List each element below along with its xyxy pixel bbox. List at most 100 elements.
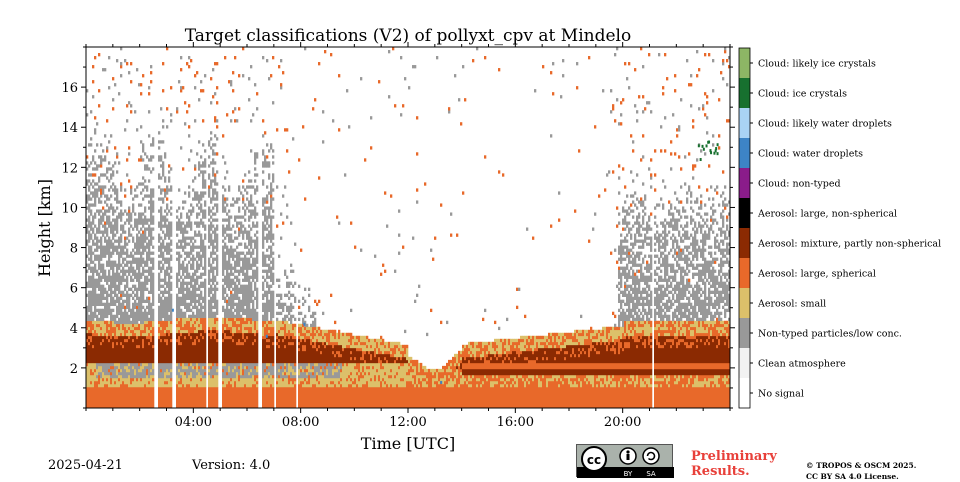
data-cell xyxy=(504,344,507,349)
data-cell xyxy=(632,215,635,219)
data-cell xyxy=(692,335,695,340)
data-cell xyxy=(382,365,385,370)
data-cell xyxy=(354,359,357,364)
data-cell xyxy=(178,371,181,379)
data-cell xyxy=(442,383,445,408)
data-cell xyxy=(248,77,251,81)
data-cell xyxy=(674,236,677,243)
data-cell xyxy=(208,287,211,297)
data-cell xyxy=(266,269,269,279)
data-cell xyxy=(180,212,183,219)
data-cell xyxy=(708,368,711,376)
data-cell xyxy=(684,182,687,186)
data-cell xyxy=(204,158,207,168)
data-cell xyxy=(700,362,703,370)
data-cell xyxy=(688,377,691,385)
data-cell xyxy=(714,275,717,297)
data-cell xyxy=(576,383,579,388)
data-cell xyxy=(92,386,95,408)
data-cell xyxy=(134,332,137,337)
data-cell xyxy=(234,326,237,334)
data-cell xyxy=(522,350,525,364)
data-cell xyxy=(86,269,89,273)
data-cell xyxy=(342,332,345,337)
data-cell xyxy=(136,194,139,198)
data-cell xyxy=(246,335,249,340)
data-cell xyxy=(574,380,577,388)
data-cell xyxy=(502,359,505,370)
data-cell xyxy=(134,218,137,228)
data-cell xyxy=(92,239,95,246)
data-cell xyxy=(518,287,521,291)
data-cell xyxy=(244,317,247,322)
data-cell xyxy=(132,227,135,231)
data-cell xyxy=(710,320,713,325)
data-cell xyxy=(166,344,169,364)
data-cell xyxy=(578,356,581,364)
data-cell xyxy=(640,326,643,334)
data-cell xyxy=(170,386,173,408)
data-cell xyxy=(408,362,411,367)
data-cell xyxy=(288,290,291,294)
data-cell xyxy=(230,245,233,258)
data-cell xyxy=(228,320,231,328)
data-cell xyxy=(424,377,427,382)
data-cell xyxy=(152,374,155,379)
data-cell xyxy=(188,191,191,198)
data-cell xyxy=(292,137,295,141)
data-cell xyxy=(460,350,463,355)
data-cell xyxy=(636,320,639,334)
data-cell xyxy=(642,95,645,99)
data-cell xyxy=(104,185,107,189)
data-cell xyxy=(268,374,271,379)
data-cell xyxy=(674,326,677,334)
data-cell xyxy=(112,206,115,216)
data-cell xyxy=(576,374,579,385)
data-cell xyxy=(164,338,167,343)
data-cell xyxy=(170,86,173,90)
data-cell xyxy=(630,377,633,382)
data-cell xyxy=(640,332,643,340)
data-cell xyxy=(130,386,133,408)
data-cell xyxy=(576,62,579,66)
data-cell xyxy=(284,338,287,346)
data-cell xyxy=(138,296,141,322)
data-cell xyxy=(548,380,551,408)
data-cell xyxy=(240,191,243,195)
data-cell xyxy=(148,329,151,334)
data-cell xyxy=(188,383,191,408)
data-cell xyxy=(702,233,705,261)
data-cell xyxy=(312,374,315,379)
data-cell xyxy=(670,329,673,337)
data-cell xyxy=(650,176,653,180)
data-cell xyxy=(214,317,217,325)
data-cell xyxy=(720,320,723,325)
data-cell xyxy=(662,302,665,307)
data-cell xyxy=(224,365,227,379)
data-cell xyxy=(552,92,555,96)
data-cell xyxy=(640,197,643,201)
data-cell xyxy=(566,368,569,376)
data-cell xyxy=(646,368,649,376)
data-cell xyxy=(336,332,339,343)
data-cell xyxy=(398,365,401,370)
data-cell xyxy=(278,341,281,346)
data-cell xyxy=(284,347,287,364)
data-cell xyxy=(100,308,103,322)
data-cell xyxy=(160,266,163,273)
data-cell xyxy=(148,380,151,385)
data-cell xyxy=(322,311,325,316)
data-cell xyxy=(134,326,137,331)
data-cell xyxy=(620,290,623,294)
data-cell xyxy=(336,365,339,370)
data-cell xyxy=(152,344,155,349)
data-cell xyxy=(698,107,701,111)
data-cell xyxy=(714,362,717,370)
data-cell xyxy=(664,320,667,331)
data-cell xyxy=(392,356,395,364)
data-cell xyxy=(562,344,565,349)
data-cell xyxy=(226,170,229,174)
data-cell xyxy=(204,191,207,195)
data-cell xyxy=(116,293,119,303)
data-cell xyxy=(514,359,517,364)
